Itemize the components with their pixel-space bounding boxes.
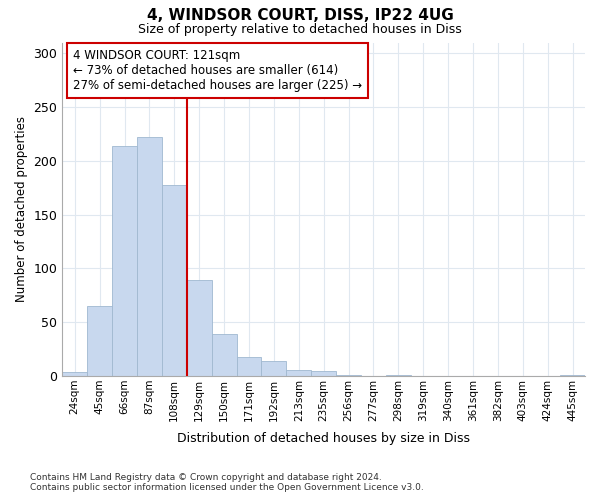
- Bar: [386, 375, 411, 376]
- Bar: [236, 356, 262, 376]
- Bar: [286, 370, 311, 376]
- Y-axis label: Number of detached properties: Number of detached properties: [15, 116, 28, 302]
- Bar: [112, 146, 137, 376]
- Bar: [87, 306, 112, 376]
- Bar: [62, 372, 87, 376]
- Text: 4, WINDSOR COURT, DISS, IP22 4UG: 4, WINDSOR COURT, DISS, IP22 4UG: [146, 8, 454, 22]
- Bar: [212, 334, 236, 376]
- Text: Contains public sector information licensed under the Open Government Licence v3: Contains public sector information licen…: [30, 484, 424, 492]
- Bar: [560, 375, 585, 376]
- Text: Contains HM Land Registry data © Crown copyright and database right 2024.: Contains HM Land Registry data © Crown c…: [30, 474, 382, 482]
- Bar: [262, 361, 286, 376]
- Bar: [336, 375, 361, 376]
- Bar: [187, 280, 212, 376]
- Bar: [137, 137, 162, 376]
- Bar: [162, 184, 187, 376]
- Text: 4 WINDSOR COURT: 121sqm
← 73% of detached houses are smaller (614)
27% of semi-d: 4 WINDSOR COURT: 121sqm ← 73% of detache…: [73, 49, 362, 92]
- Text: Size of property relative to detached houses in Diss: Size of property relative to detached ho…: [138, 22, 462, 36]
- X-axis label: Distribution of detached houses by size in Diss: Distribution of detached houses by size …: [177, 432, 470, 445]
- Bar: [311, 370, 336, 376]
